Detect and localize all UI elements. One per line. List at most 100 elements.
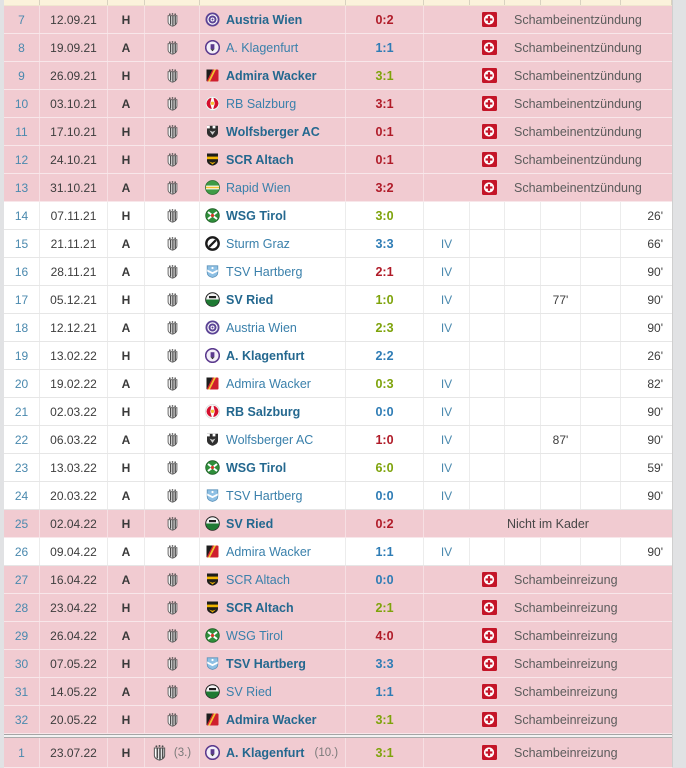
match-result-link[interactable]: 3:1 [375,96,394,111]
matchday-link[interactable]: 27 [14,572,29,587]
admira-crest-icon[interactable] [205,544,220,559]
matchday-link[interactable]: 7 [18,12,25,27]
matchday-link[interactable]: 10 [14,96,29,111]
lask-crest-icon[interactable] [167,236,178,251]
ried-crest-icon[interactable] [205,516,220,531]
matchday-link[interactable]: 18 [14,320,29,335]
lask-crest-icon[interactable] [167,40,178,55]
match-result-link[interactable]: 4:0 [375,628,394,643]
match-result-link[interactable]: 3:3 [375,236,394,251]
matchday-link[interactable]: 12 [14,152,29,167]
wolfsberg-crest-icon[interactable] [205,432,220,447]
match-result-link[interactable]: 0:0 [375,488,394,503]
matchday-link[interactable]: 26 [14,544,29,559]
lask-crest-icon[interactable] [153,744,166,761]
opponent-name-link[interactable]: Admira Wacker [226,376,311,391]
austria-wien-crest-icon[interactable] [205,12,220,27]
matchday-link[interactable]: 1 [18,745,25,760]
lask-crest-icon[interactable] [167,348,178,363]
opponent-name-link[interactable]: WSG Tirol [226,208,287,223]
admira-crest-icon[interactable] [205,68,220,83]
opponent-name-link[interactable]: Sturm Graz [226,236,290,251]
rapid-crest-icon[interactable] [205,180,220,195]
lask-crest-icon[interactable] [167,628,178,643]
opponent-name-link[interactable]: TSV Hartberg [226,264,303,279]
lask-crest-icon[interactable] [167,292,178,307]
match-result-link[interactable]: 0:0 [375,572,394,587]
matchday-link[interactable]: 14 [14,208,29,223]
lask-crest-icon[interactable] [167,208,178,223]
austria-wien-crest-icon[interactable] [205,320,220,335]
match-result-link[interactable]: 2:1 [375,264,394,279]
matchday-link[interactable]: 8 [18,40,25,55]
matchday-link[interactable]: 22 [14,432,29,447]
matchday-link[interactable]: 32 [14,712,29,727]
lask-crest-icon[interactable] [167,684,178,699]
lask-crest-icon[interactable] [167,460,178,475]
matchday-link[interactable]: 11 [15,124,28,139]
opponent-name-link[interactable]: Austria Wien [226,12,303,27]
match-result-link[interactable]: 0:1 [375,124,394,139]
altach-crest-icon[interactable] [205,572,220,587]
match-result-link[interactable]: 1:0 [375,292,394,307]
lask-crest-icon[interactable] [167,376,178,391]
match-result-link[interactable]: 6:0 [375,460,394,475]
lask-crest-icon[interactable] [167,600,178,615]
lask-crest-icon[interactable] [167,656,178,671]
match-result-link[interactable]: 3:1 [375,745,394,760]
opponent-name-link[interactable]: A. Klagenfurt [226,745,305,760]
matchday-link[interactable]: 13 [14,180,29,195]
hartberg-crest-icon[interactable] [205,656,220,671]
lask-crest-icon[interactable] [167,12,178,27]
ried-crest-icon[interactable] [205,292,220,307]
wolfsberg-crest-icon[interactable] [205,124,220,139]
lask-crest-icon[interactable] [167,124,178,139]
lask-crest-icon[interactable] [167,712,178,727]
opponent-name-link[interactable]: SV Ried [226,292,274,307]
matchday-link[interactable]: 28 [14,600,29,615]
sturm-crest-icon[interactable] [205,236,220,251]
match-result-link[interactable]: 0:2 [375,12,394,27]
match-result-link[interactable]: 0:0 [375,404,394,419]
lask-crest-icon[interactable] [167,404,178,419]
match-result-link[interactable]: 3:2 [375,180,394,195]
lask-crest-icon[interactable] [167,68,178,83]
matchday-link[interactable]: 20 [14,376,29,391]
lask-crest-icon[interactable] [167,544,178,559]
opponent-name-link[interactable]: Admira Wacker [226,544,311,559]
altach-crest-icon[interactable] [205,600,220,615]
lask-crest-icon[interactable] [167,432,178,447]
matchday-link[interactable]: 29 [14,628,29,643]
lask-crest-icon[interactable] [167,320,178,335]
lask-crest-icon[interactable] [167,488,178,503]
match-result-link[interactable]: 3:1 [375,68,394,83]
ried-crest-icon[interactable] [205,684,220,699]
opponent-name-link[interactable]: Wolfsberger AC [226,124,320,139]
hartberg-crest-icon[interactable] [205,264,220,279]
opponent-name-link[interactable]: RB Salzburg [226,404,301,419]
klagenfurt-crest-icon[interactable] [205,745,220,760]
match-result-link[interactable]: 1:0 [375,432,394,447]
match-result-link[interactable]: 0:3 [375,376,394,391]
salzburg-crest-icon[interactable] [205,96,220,111]
opponent-name-link[interactable]: SV Ried [226,684,272,699]
lask-crest-icon[interactable] [167,516,178,531]
matchday-link[interactable]: 15 [14,236,29,251]
opponent-name-link[interactable]: Wolfsberger AC [226,432,314,447]
matchday-link[interactable]: 30 [14,656,29,671]
klagenfurt-crest-icon[interactable] [205,40,220,55]
match-result-link[interactable]: 2:2 [375,348,394,363]
lask-crest-icon[interactable] [167,152,178,167]
match-result-link[interactable]: 0:1 [375,152,394,167]
match-result-link[interactable]: 1:1 [375,40,394,55]
wsg-tirol-crest-icon[interactable] [205,460,220,475]
match-result-link[interactable]: 3:0 [375,208,394,223]
opponent-name-link[interactable]: WSG Tirol [226,460,287,475]
matchday-link[interactable]: 31 [14,684,29,699]
match-result-link[interactable]: 2:1 [375,600,394,615]
opponent-name-link[interactable]: A. Klagenfurt [226,348,305,363]
match-result-link[interactable]: 2:3 [375,320,394,335]
wsg-tirol-crest-icon[interactable] [205,628,220,643]
opponent-name-link[interactable]: Austria Wien [226,320,297,335]
opponent-name-link[interactable]: TSV Hartberg [226,488,303,503]
